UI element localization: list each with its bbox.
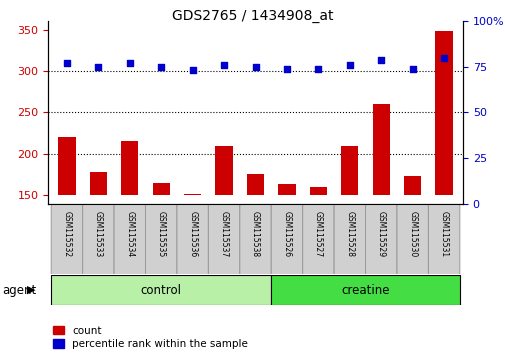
- Point: [220, 62, 228, 68]
- FancyBboxPatch shape: [145, 205, 177, 275]
- Point: [439, 55, 447, 61]
- Text: GSM115527: GSM115527: [313, 211, 322, 257]
- Bar: [372, 104, 389, 195]
- FancyBboxPatch shape: [428, 205, 459, 275]
- Text: GSM115531: GSM115531: [439, 211, 448, 257]
- FancyBboxPatch shape: [51, 205, 82, 275]
- Text: GSM115533: GSM115533: [94, 211, 103, 257]
- FancyBboxPatch shape: [333, 205, 365, 275]
- Bar: [340, 146, 358, 195]
- Bar: [403, 176, 421, 195]
- Point: [188, 68, 196, 73]
- Bar: [58, 137, 75, 195]
- Bar: [309, 187, 326, 195]
- Text: GSM115536: GSM115536: [188, 211, 197, 257]
- Point: [345, 62, 353, 68]
- Text: GSM115537: GSM115537: [219, 211, 228, 257]
- Bar: [435, 31, 452, 195]
- Text: GSM115528: GSM115528: [344, 211, 354, 257]
- Text: GSM115529: GSM115529: [376, 211, 385, 257]
- Point: [94, 64, 102, 70]
- Bar: [153, 183, 170, 195]
- Point: [282, 66, 290, 72]
- FancyBboxPatch shape: [177, 205, 208, 275]
- Point: [157, 64, 165, 70]
- Text: GSM115530: GSM115530: [408, 211, 416, 257]
- Text: creatine: creatine: [340, 284, 389, 297]
- Text: ▶: ▶: [27, 285, 35, 295]
- Text: GDS2765 / 1434908_at: GDS2765 / 1434908_at: [172, 9, 333, 23]
- FancyBboxPatch shape: [365, 205, 396, 275]
- Point: [126, 60, 134, 66]
- Text: GSM115538: GSM115538: [250, 211, 260, 257]
- FancyBboxPatch shape: [82, 205, 114, 275]
- Text: GSM115534: GSM115534: [125, 211, 134, 257]
- Bar: [184, 194, 201, 195]
- Text: GSM115526: GSM115526: [282, 211, 291, 257]
- FancyBboxPatch shape: [396, 205, 428, 275]
- Text: GSM115532: GSM115532: [62, 211, 71, 257]
- FancyBboxPatch shape: [114, 205, 145, 275]
- Point: [63, 60, 71, 66]
- Bar: [278, 184, 295, 195]
- FancyBboxPatch shape: [208, 205, 239, 275]
- Bar: [246, 174, 264, 195]
- Text: agent: agent: [3, 284, 37, 297]
- Bar: [51, 275, 271, 305]
- Point: [251, 64, 259, 70]
- Point: [376, 57, 384, 62]
- FancyBboxPatch shape: [302, 205, 333, 275]
- FancyBboxPatch shape: [271, 205, 302, 275]
- Point: [314, 66, 322, 72]
- Text: control: control: [140, 284, 181, 297]
- Text: GSM115535: GSM115535: [157, 211, 166, 257]
- Legend: count, percentile rank within the sample: count, percentile rank within the sample: [53, 326, 247, 349]
- Bar: [89, 172, 107, 195]
- FancyBboxPatch shape: [239, 205, 271, 275]
- Point: [408, 66, 416, 72]
- Bar: [271, 275, 459, 305]
- Bar: [121, 141, 138, 195]
- Bar: [215, 145, 232, 195]
